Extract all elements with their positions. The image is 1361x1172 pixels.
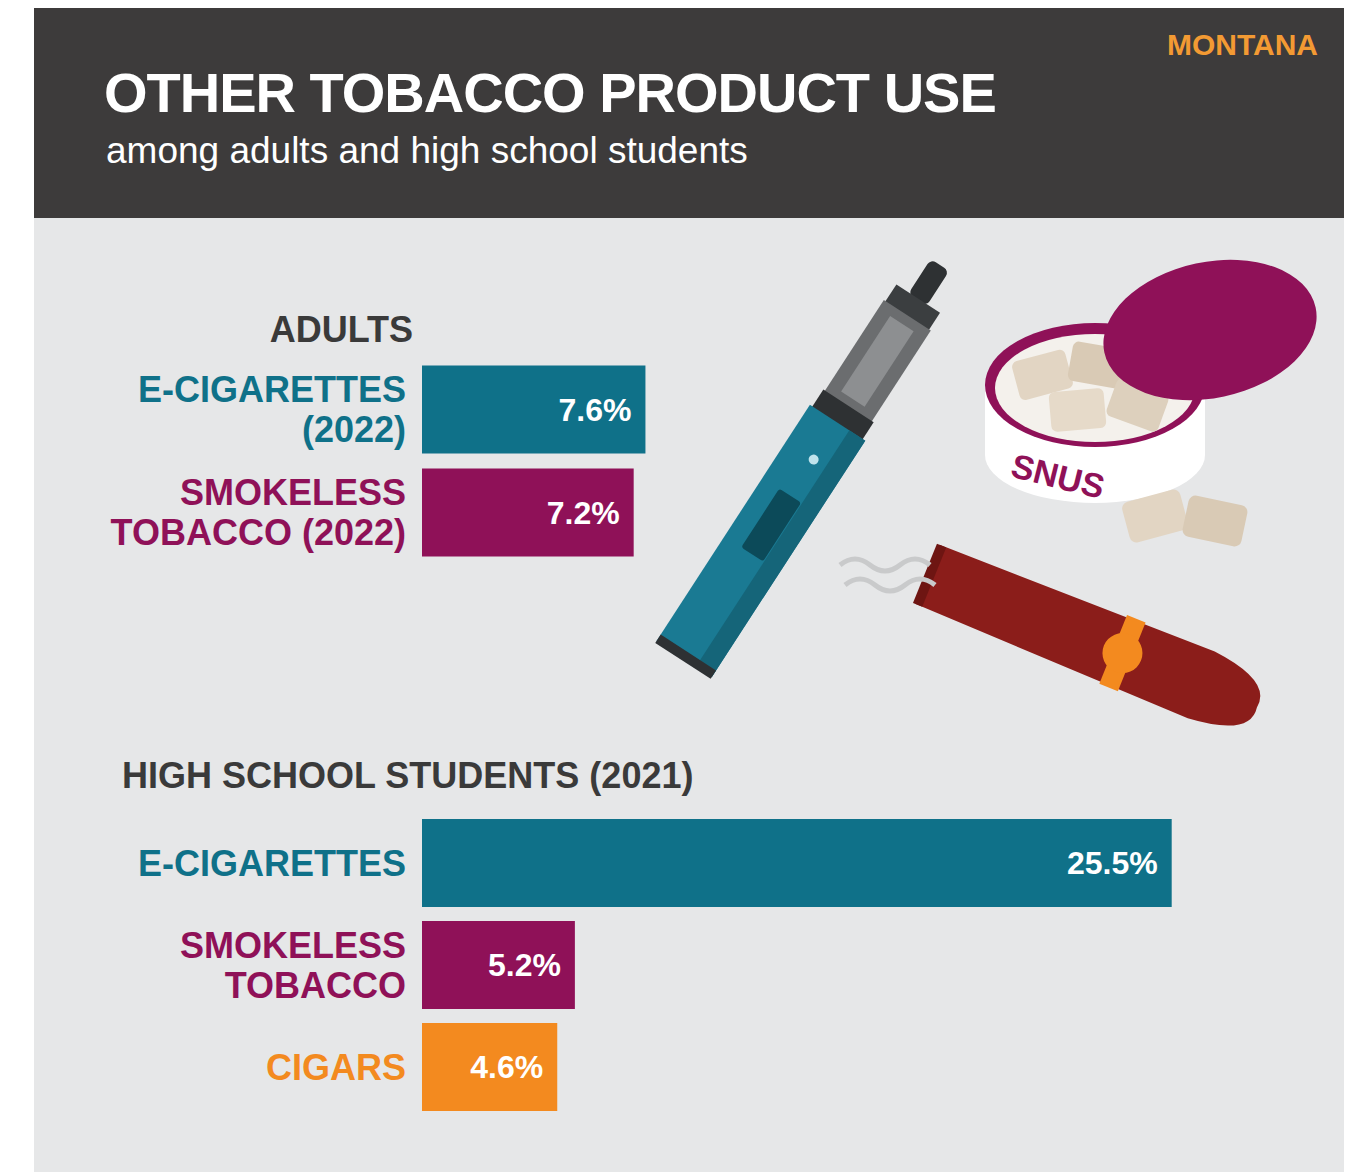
svg-text:SMOKELESS: SMOKELESS xyxy=(180,472,406,513)
svg-text:SNUS: SNUS xyxy=(1008,446,1109,506)
svg-text:TOBACCO: TOBACCO xyxy=(225,965,406,1006)
svg-text:HIGH SCHOOL STUDENTS (2021): HIGH SCHOOL STUDENTS (2021) xyxy=(122,755,693,796)
svg-text:(2022): (2022) xyxy=(302,409,406,450)
svg-text:25.5%: 25.5% xyxy=(1067,845,1158,881)
svg-text:E-CIGARETTES: E-CIGARETTES xyxy=(138,369,406,410)
svg-text:ADULTS: ADULTS xyxy=(270,309,413,350)
html-text:among adults and high school s: among adults and high school students xyxy=(106,130,748,171)
svg-text:7.6%: 7.6% xyxy=(559,392,632,428)
html-text:OTHER TOBACCO PRODUCT USE: OTHER TOBACCO PRODUCT USE xyxy=(104,61,996,124)
svg-text:5.2%: 5.2% xyxy=(488,947,561,983)
svg-text:CIGARS: CIGARS xyxy=(266,1047,406,1088)
svg-text:E-CIGARETTES: E-CIGARETTES xyxy=(138,843,406,884)
svg-text:SMOKELESS: SMOKELESS xyxy=(180,925,406,966)
svg-text:4.6%: 4.6% xyxy=(470,1049,543,1085)
svg-text:TOBACCO (2022): TOBACCO (2022) xyxy=(111,512,406,553)
svg-text:7.2%: 7.2% xyxy=(547,495,620,531)
html-text:MONTANA: MONTANA xyxy=(1166,28,1318,61)
